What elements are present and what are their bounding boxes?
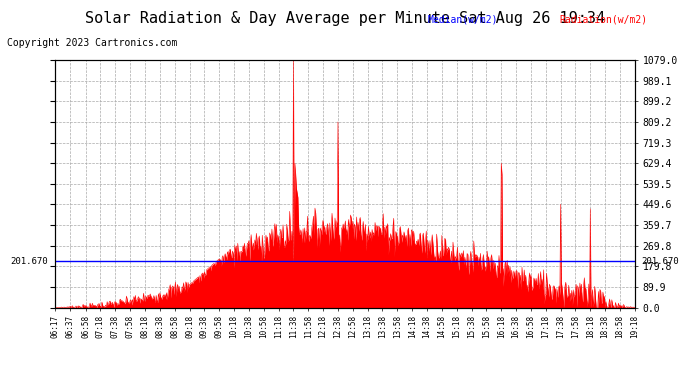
- Text: Copyright 2023 Cartronics.com: Copyright 2023 Cartronics.com: [7, 38, 177, 48]
- Text: 201.670: 201.670: [10, 257, 48, 266]
- Text: Median(w/m2): Median(w/m2): [428, 15, 498, 25]
- Text: Solar Radiation & Day Average per Minute Sat Aug 26 19:34: Solar Radiation & Day Average per Minute…: [85, 11, 605, 26]
- Text: 201.670: 201.670: [642, 257, 680, 266]
- Text: Radiation(w/m2): Radiation(w/m2): [559, 15, 647, 25]
